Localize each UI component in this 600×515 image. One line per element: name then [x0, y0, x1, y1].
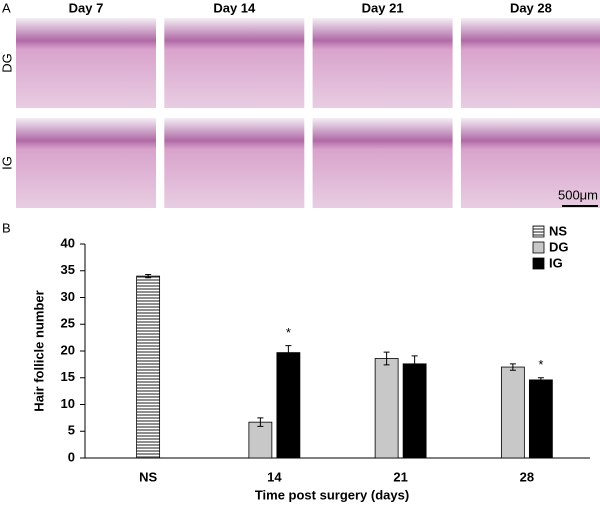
histology-image	[16, 18, 156, 108]
legend-label: DG	[549, 239, 569, 254]
histology-image	[460, 18, 600, 108]
y-tick-label: 35	[61, 262, 75, 277]
column-label: Day 7	[69, 0, 104, 15]
error-bar	[285, 345, 292, 361]
histology-image	[164, 118, 305, 208]
y-tick-label: 5	[68, 423, 75, 438]
histology-image	[312, 18, 453, 108]
significance-marker: *	[538, 357, 543, 372]
panel-label: B	[2, 220, 11, 235]
x-tick-label: 28	[520, 469, 534, 484]
y-tick-label: 0	[68, 449, 75, 464]
error-bar	[145, 273, 152, 279]
bar	[528, 379, 553, 459]
error-bar	[537, 377, 544, 383]
legend-swatch	[532, 257, 545, 270]
x-tick-label: 21	[393, 469, 407, 484]
x-tick-label: NS	[139, 469, 157, 484]
y-tick-label: 15	[61, 369, 75, 384]
histology-image	[16, 118, 156, 208]
histology-image	[460, 118, 600, 208]
y-tick-label: 25	[61, 316, 75, 331]
y-tick-label: 10	[61, 396, 75, 411]
error-bar	[257, 417, 264, 427]
legend-label: NS	[549, 223, 567, 238]
y-axis-title: Hair follicle number	[31, 290, 46, 411]
column-label: Day 28	[510, 0, 552, 15]
row-label: DG	[0, 53, 14, 73]
x-tick-label: 14	[267, 469, 282, 484]
significance-marker: *	[286, 325, 291, 340]
bar	[276, 352, 301, 459]
legend-label: IG	[549, 255, 563, 270]
bar	[402, 363, 427, 459]
error-bar	[383, 351, 390, 366]
row-label: IG	[0, 156, 14, 170]
y-tick-label: 40	[61, 235, 75, 250]
scale-bar-label: 500μm	[558, 187, 598, 202]
bar	[136, 275, 161, 459]
column-label: Day 14	[213, 0, 256, 15]
histology-image	[164, 18, 305, 108]
error-bar	[509, 363, 516, 371]
column-label: Day 21	[362, 0, 404, 15]
y-tick-label: 30	[61, 289, 75, 304]
x-axis-title: Time post surgery (days)	[255, 487, 409, 502]
panel-label: A	[2, 0, 11, 15]
legend-swatch	[532, 225, 545, 238]
histology-image	[312, 118, 453, 208]
error-bar	[411, 355, 418, 373]
legend-swatch	[532, 241, 545, 254]
bar	[248, 421, 273, 459]
bar	[374, 358, 399, 459]
y-tick-label: 20	[61, 342, 75, 357]
bar	[500, 366, 525, 459]
